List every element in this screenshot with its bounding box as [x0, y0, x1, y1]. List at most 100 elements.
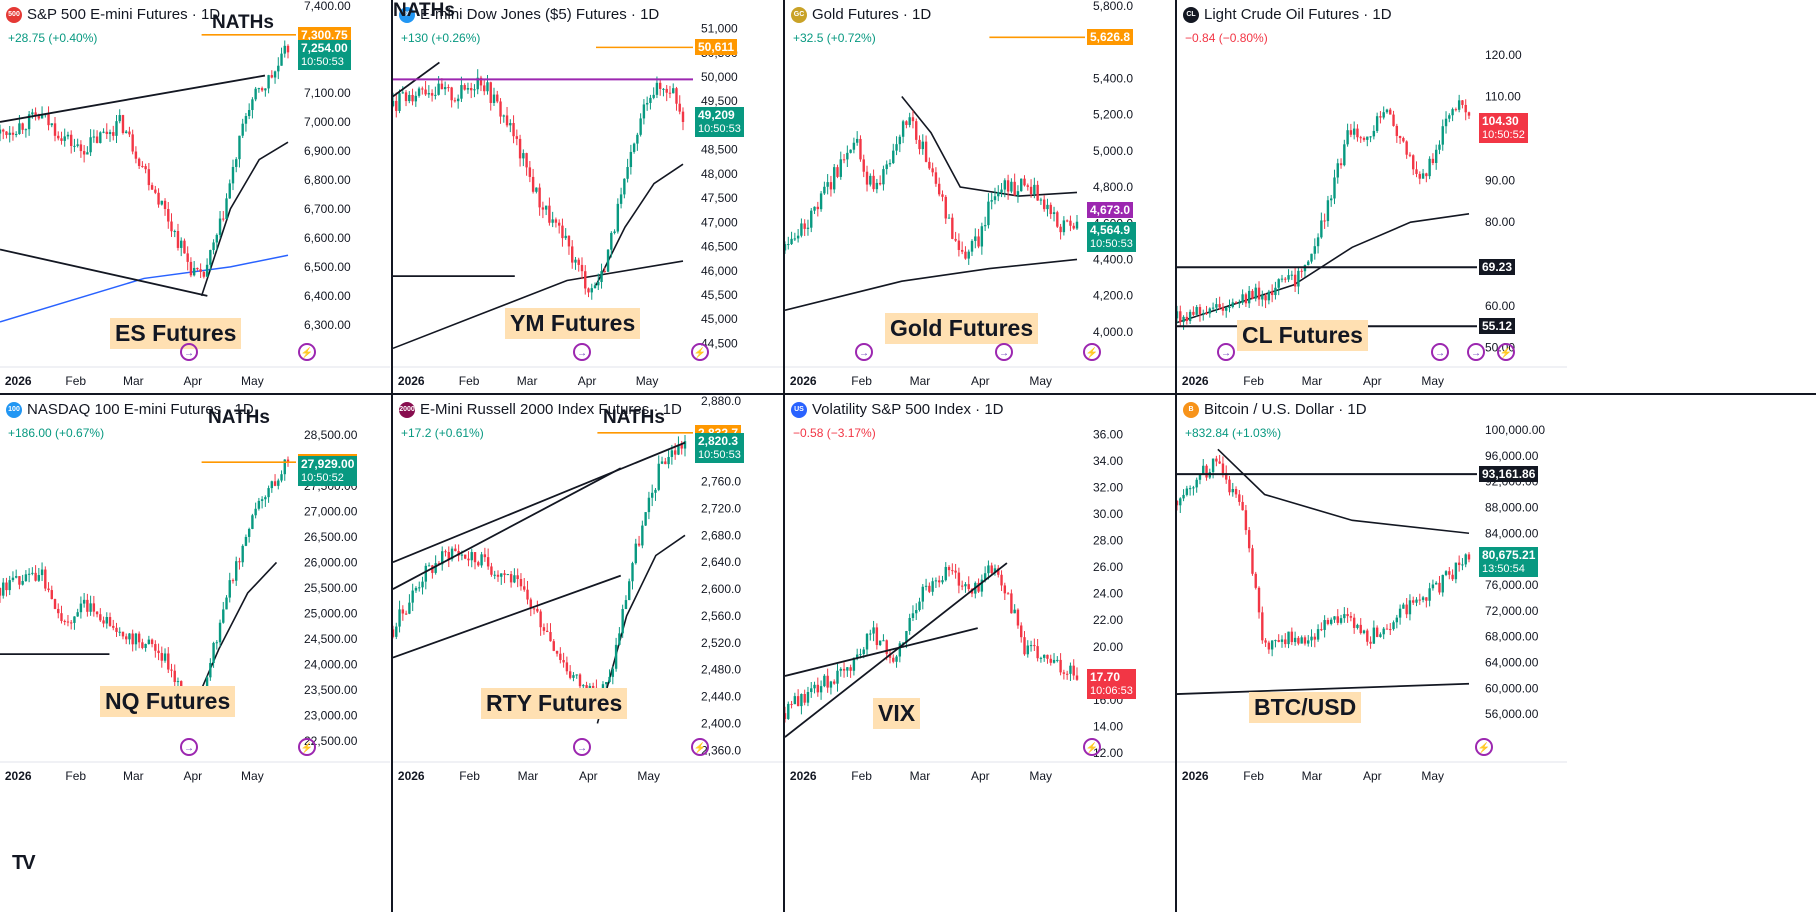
candle-body — [1330, 198, 1333, 201]
symbol-header[interactable]: 30 E-mini Dow Jones ($5) Futures · 1D — [399, 6, 659, 23]
replay-arrow-icon[interactable]: → — [180, 343, 198, 361]
symbol-title[interactable]: Light Crude Oil Futures · 1D — [1204, 6, 1392, 23]
y-tick-label: 100,000.00 — [1485, 423, 1545, 437]
candle-body — [1451, 109, 1454, 116]
replay-arrow-icon[interactable]: → — [573, 738, 591, 756]
candle-body — [57, 608, 60, 614]
candle-body — [924, 585, 928, 587]
symbol-header[interactable]: B Bitcoin / U.S. Dollar · 1D — [1183, 401, 1367, 418]
x-tick-label: Feb — [65, 374, 86, 388]
candle-body — [37, 116, 41, 119]
candle-body — [450, 548, 454, 560]
candle-body — [509, 574, 513, 583]
chart-panel-ym[interactable]: 51,00050,50050,00049,50049,00048,50048,0… — [393, 0, 783, 393]
candle-body — [624, 600, 628, 610]
candle-body — [934, 172, 938, 184]
symbol-header[interactable]: 2000 E-Mini Russell 2000 Index Futures · … — [399, 401, 682, 418]
naths-label[interactable]: NATHs — [208, 407, 270, 428]
chart-annotation-label[interactable]: CL Futures — [1237, 320, 1368, 351]
candle-body — [668, 92, 672, 94]
events-lightning-icon[interactable]: ⚡ — [298, 738, 316, 756]
panel-divider[interactable] — [1175, 0, 1177, 912]
chart-annotation-label[interactable]: YM Futures — [505, 308, 641, 339]
naths-label[interactable]: NATHs — [212, 12, 274, 33]
naths-label[interactable]: NATHs — [393, 0, 455, 21]
symbol-title[interactable]: Volatility S&P 500 Index · 1D — [812, 401, 1004, 418]
y-tick-label: 5,000.0 — [1093, 144, 1133, 158]
chart-panel-nq[interactable]: 28,500.0027,500.0027,000.0026,500.0026,0… — [0, 395, 390, 788]
chart-panel-es[interactable]: 7,400.007,300.007,200.007,100.007,000.00… — [0, 0, 390, 393]
events-lightning-icon[interactable]: ⚡ — [691, 738, 709, 756]
panel-divider[interactable] — [0, 393, 1816, 395]
symbol-header[interactable]: US Volatility S&P 500 Index · 1D — [791, 401, 1004, 418]
trendline — [0, 74, 266, 123]
symbol-title[interactable]: Gold Futures · 1D — [812, 6, 932, 23]
candle-body — [869, 175, 872, 185]
symbol-title[interactable]: S&P 500 E-mini Futures · 1D — [27, 6, 221, 23]
chart-canvas-ym[interactable]: 51,00050,50050,00049,50049,00048,50048,0… — [393, 0, 783, 393]
candle-body — [167, 653, 170, 670]
symbol-title[interactable]: NASDAQ 100 E-mini Futures · 1D — [27, 401, 254, 418]
symbol-title[interactable]: E-Mini Russell 2000 Index Futures · 1D — [420, 401, 682, 418]
chart-canvas-cl[interactable]: 120.00110.0090.0080.0069.2360.0050.00202… — [1177, 0, 1567, 393]
chart-annotation-label[interactable]: ES Futures — [110, 318, 242, 349]
naths-label[interactable]: NATHs — [603, 407, 665, 428]
replay-arrow-icon[interactable]: → — [1431, 343, 1449, 361]
replay-arrow-icon[interactable]: → — [855, 343, 873, 361]
replay-arrow-icon[interactable]: → — [573, 343, 591, 361]
events-lightning-icon[interactable]: ⚡ — [1083, 738, 1101, 756]
chart-panel-vix[interactable]: 36.00 34.00 32.00 30.00 28.00 26.00 24.00 22.00… — [785, 395, 1175, 788]
chart-canvas-rty[interactable]: 2,880.0 2,760.0 2,720.0 2,680.0 2,640.0 2,600… — [393, 395, 783, 788]
chart-annotation-label[interactable]: Gold Futures — [885, 313, 1039, 344]
candle-body — [1398, 135, 1402, 139]
candle-body — [813, 206, 816, 211]
events-lightning-icon[interactable]: ⚡ — [1083, 343, 1101, 361]
candle-body — [542, 627, 546, 631]
events-lightning-icon[interactable]: ⚡ — [298, 343, 316, 361]
candle-body — [584, 271, 587, 289]
chart-canvas-vix[interactable]: 36.00 34.00 32.00 30.00 28.00 26.00 24.00 22.00… — [785, 395, 1175, 788]
chart-canvas-es[interactable]: 7,400.007,300.007,200.007,100.007,000.00… — [0, 0, 390, 393]
candle-body — [170, 669, 173, 671]
chart-canvas-btc[interactable]: 100,000.0096,000.0092,000.0088,000.0084,… — [1177, 395, 1567, 788]
symbol-header[interactable]: 500 S&P 500 E-mini Futures · 1D — [6, 6, 220, 23]
candle-body — [1202, 465, 1205, 475]
chart-panel-btc[interactable]: 100,000.0096,000.0092,000.0088,000.0084,… — [1177, 395, 1567, 788]
chart-annotation-label[interactable]: BTC/USD — [1249, 692, 1362, 723]
symbol-header[interactable]: GC Gold Futures · 1D — [791, 6, 931, 23]
candle-body — [908, 117, 911, 125]
bar-countdown: 10:50:52 — [301, 472, 344, 485]
candle-body — [47, 114, 50, 126]
chart-panel-rty[interactable]: 2,880.0 2,760.0 2,720.0 2,680.0 2,640.0 2,600… — [393, 395, 783, 788]
candle-body — [50, 590, 53, 600]
symbol-title[interactable]: E-mini Dow Jones ($5) Futures · 1D — [420, 6, 660, 23]
trendline — [0, 248, 208, 297]
panel-divider[interactable] — [391, 0, 393, 912]
candle-body — [440, 83, 444, 90]
chart-panel-cl[interactable]: 120.00110.0090.0080.0069.2360.0050.00202… — [1177, 0, 1567, 393]
events-lightning-icon[interactable]: ⚡ — [1475, 738, 1493, 756]
replay-arrow-icon[interactable]: → — [1217, 343, 1235, 361]
symbol-header[interactable]: CL Light Crude Oil Futures · 1D — [1183, 6, 1392, 23]
candle-body — [938, 580, 941, 583]
symbol-header[interactable]: 100 NASDAQ 100 E-mini Futures · 1D — [6, 401, 254, 418]
symbol-title[interactable]: Bitcoin / U.S. Dollar · 1D — [1204, 401, 1367, 418]
candle-body — [247, 528, 251, 537]
replay-arrow-icon[interactable]: → — [995, 343, 1013, 361]
candle-body — [1231, 488, 1234, 493]
candle-body — [18, 123, 21, 135]
chart-annotation-label[interactable]: VIX — [873, 698, 921, 729]
panel-divider[interactable] — [783, 0, 785, 912]
candle-body — [1431, 158, 1435, 164]
candle-body — [1343, 614, 1346, 619]
chart-panel-gc[interactable]: 5,800.05,400.05,200.05,000.04,800.04,600… — [785, 0, 1175, 393]
replay-arrow-icon[interactable]: → — [180, 738, 198, 756]
candle-body — [957, 240, 961, 250]
candle-body — [672, 88, 675, 94]
chart-annotation-label[interactable]: RTY Futures — [481, 688, 628, 719]
events-lightning-icon[interactable]: ⚡ — [1497, 343, 1515, 361]
events-lightning-icon[interactable]: ⚡ — [691, 343, 709, 361]
replay-arrow-icon[interactable]: → — [1467, 343, 1485, 361]
y-tick-label: 6,300.00 — [304, 318, 351, 332]
chart-annotation-label[interactable]: NQ Futures — [100, 686, 236, 717]
